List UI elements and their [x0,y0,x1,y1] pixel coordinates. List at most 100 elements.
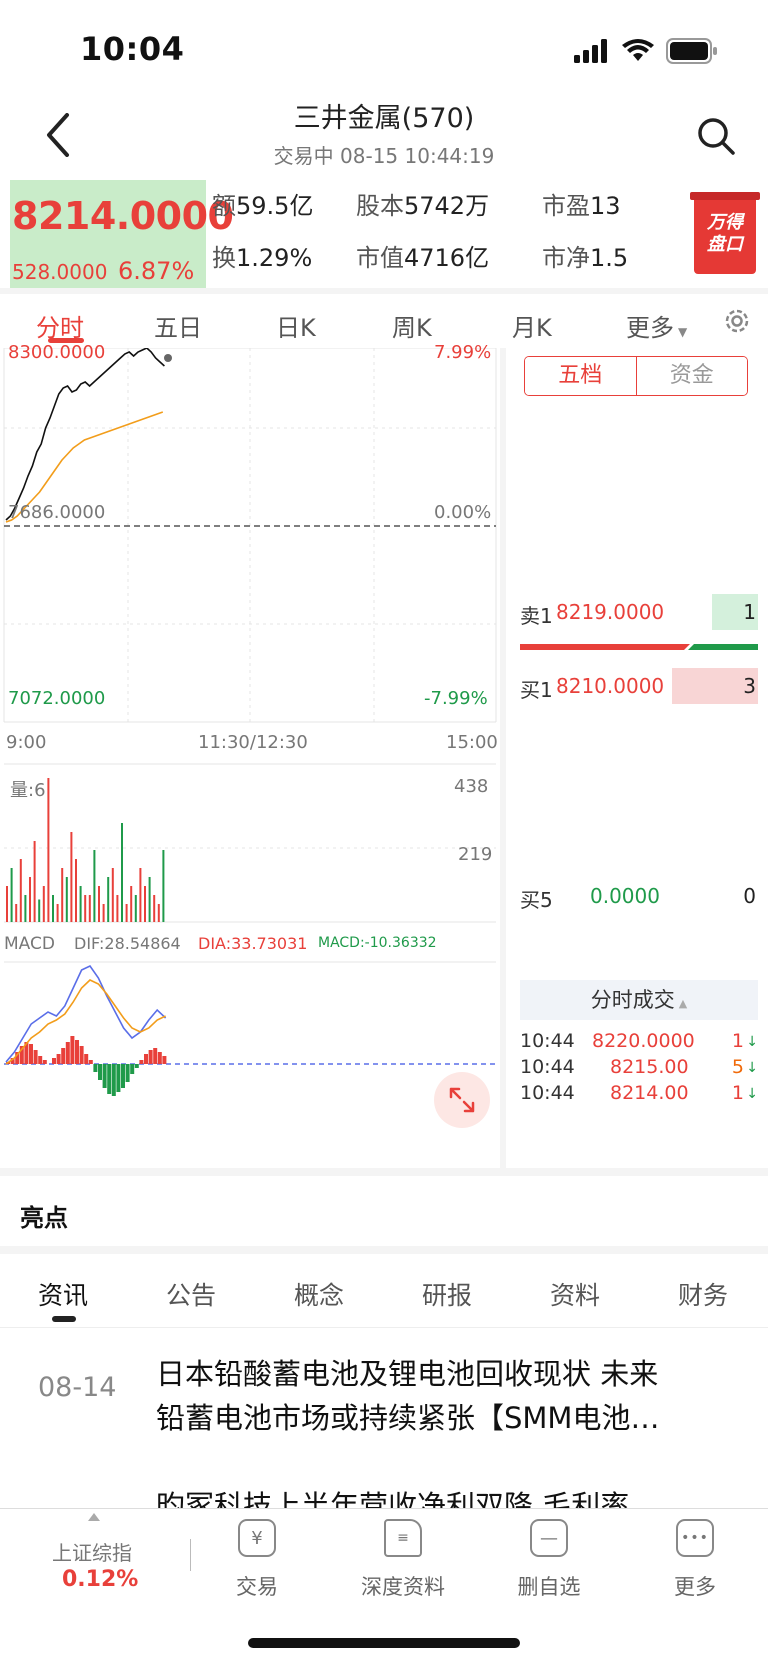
tab-monthly-k[interactable]: 月K [512,314,552,342]
battery-icon [666,38,717,64]
axis-pct-high: 7.99% [434,342,492,363]
volume-bar [162,850,165,922]
stat-mkt-cap: 市值4716亿 [356,244,490,272]
stat-pe: 市盈13 [542,192,621,220]
nav-bar: 三井金属(570) 交易中 08-15 10:44:19 [0,90,768,176]
tab-news[interactable]: 资讯 [38,1281,89,1310]
macd-bar [29,1044,33,1064]
axis-time-end: 15:00 [446,732,498,753]
stat-share-cap: 股本5742万 [356,192,490,220]
tab-five-day[interactable]: 五日 [154,314,202,342]
macd-bar [148,1050,153,1064]
status-icons [574,38,718,64]
tab-research[interactable]: 研报 [422,1281,473,1310]
back-button[interactable] [38,110,78,160]
tab-capital[interactable]: 资金 [635,357,747,395]
status-time: 10:04 [80,30,185,68]
macd-bar [107,1064,112,1094]
macd-bar [162,1056,167,1064]
axis-price-low: 7072.0000 [8,688,106,709]
expand-chart-button[interactable] [434,1072,490,1128]
tab-indicator [48,338,84,343]
macd-bar [38,1056,43,1064]
volume-bar [139,868,142,922]
quote-panel: 8214.0000 528.0000 6.87% 额59.5亿 股本5742万 … [0,178,768,288]
volume-bar [121,823,123,922]
price-box: 8214.0000 528.0000 6.87% [10,180,234,288]
news-title: 昀冢科技上半年营收净利双降 毛利率 [156,1489,630,1508]
deep-data-button[interactable]: ≡ 深度资料 [348,1519,458,1601]
volume-bar [65,877,68,922]
chevron-left-icon [47,113,69,157]
trade-button[interactable]: ¥ 交易 [202,1519,312,1601]
tab-five-levels[interactable]: 五档 [525,357,636,395]
news-date: 08-14 [38,1372,117,1403]
volume-bar [144,886,146,922]
vol-axis-mid: 219 [458,844,493,865]
volume-bar [29,877,31,922]
info-tabs: 资讯 公告 概念 研报 资料 财务 [0,1256,768,1328]
macd-bar [61,1048,66,1064]
dif-line [5,964,167,1063]
trade-status: 交易中 08-15 10:44:19 [273,144,495,168]
ticks-title[interactable]: 分时成交 ▲ [520,980,758,1020]
macd-bar [130,1064,135,1074]
gear-icon[interactable] [722,306,752,336]
tab-weekly-k[interactable]: 周K [392,314,432,342]
divider [0,1246,768,1254]
volume-bar [84,895,87,922]
more-button[interactable]: ••• 更多 [640,1519,750,1601]
macd-bar [79,1046,84,1064]
tab-announcements[interactable]: 公告 [166,1281,217,1310]
tab-financials[interactable]: 财务 [678,1281,729,1310]
macd-bar [70,1036,75,1064]
tab-intraday[interactable]: 分时 [36,314,84,342]
tab-more[interactable]: 更多 ▼ [626,314,688,342]
news-item[interactable]: 昀冢科技上半年营收净利双降 毛利率 [0,1484,768,1508]
highlight-title: 亮点 [20,1204,68,1232]
volume-bar [107,877,110,922]
macd-bar [56,1054,61,1064]
tab-daily-k[interactable]: 日K [276,314,316,342]
volume-bar [56,904,59,922]
yuan-icon: ¥ [238,1519,276,1557]
macd-bar [153,1048,158,1064]
intraday-chart[interactable]: 8300.0000 7.99% 7686.0000 0.00% 7072.000… [0,342,500,1168]
volume-bar [52,895,54,922]
macd-dea: DIA:33.73031 [198,934,308,953]
index-name[interactable]: 上证综指 [52,1541,132,1565]
vol-axis-high: 438 [454,776,489,797]
macd-bar [98,1064,102,1080]
buy5-row[interactable]: 买5 0.0000 0 [520,884,756,912]
volume-bar [102,904,105,922]
axis-price-mid: 7686.0000 [8,502,106,523]
axis-pct-mid: 0.00% [434,502,492,523]
sell1-row[interactable]: 卖1 8219.0000 1 [520,594,758,630]
buy1-row[interactable]: 买1 8210.0000 3 [520,668,758,704]
dea-line [5,979,166,1065]
macd-label: MACD [4,934,55,954]
status-bar: 10:04 [0,0,768,100]
volume-bar [125,904,128,922]
axis-pct-low: -7.99% [424,688,488,709]
macd-dif: DIF:28.54864 [74,934,181,953]
index-value: 0.12% [62,1567,139,1592]
volume-bar [10,868,13,922]
volume-bar [42,886,45,922]
volume-bar [130,886,133,922]
remove-watchlist-button[interactable]: — 删自选 [494,1519,604,1601]
tab-profile[interactable]: 资料 [550,1281,601,1310]
panel-separator [500,348,506,1168]
macd-bar [75,1040,79,1064]
macd-bar [42,1060,47,1064]
search-button[interactable] [692,112,740,160]
highlight-section[interactable]: 亮点 [0,1176,768,1252]
period-tabs: 分时 五日 日K 周K 月K 更多 ▼ [0,296,768,346]
news-item[interactable]: 08-14 日本铅酸蓄电池及锂电池回收现状 未来 铅蓄电池市场或持续紧张【SMM… [0,1352,768,1462]
macd-bar [134,1064,139,1068]
wande-pankou-button[interactable]: 万得盘口 [690,192,760,274]
volume-bar [6,886,8,922]
tab-concepts[interactable]: 概念 [294,1281,345,1310]
chart-canvas [3,348,497,1096]
volume-bar [98,886,100,922]
